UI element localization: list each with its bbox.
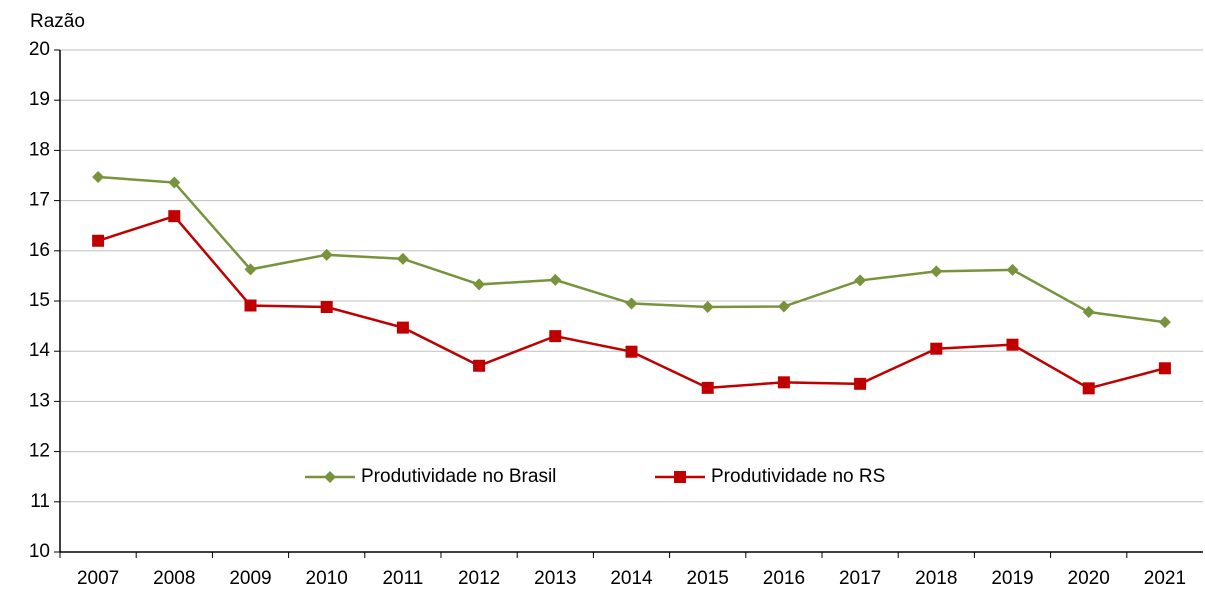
y-tick-label: 18 xyxy=(29,139,50,160)
point xyxy=(92,171,105,184)
y-tick-label: 15 xyxy=(29,290,50,311)
point xyxy=(168,210,181,223)
point xyxy=(854,274,867,287)
y-tick-label: 14 xyxy=(29,340,51,361)
x-tick-label: 2020 xyxy=(1068,568,1110,589)
x-tick-label: 2012 xyxy=(458,568,500,589)
point xyxy=(1082,382,1095,395)
x-tick-label: 2007 xyxy=(77,568,119,589)
point xyxy=(320,248,333,261)
point xyxy=(244,299,257,312)
y-tick-label: 19 xyxy=(29,89,50,110)
point xyxy=(473,359,486,372)
point xyxy=(1006,338,1019,351)
y-tick-label: 13 xyxy=(29,390,50,411)
point xyxy=(930,342,943,355)
point xyxy=(320,301,333,314)
point xyxy=(625,345,638,358)
y-tick-label: 11 xyxy=(30,491,50,512)
x-tick-label: 2015 xyxy=(687,568,729,589)
x-tick-label: 2021 xyxy=(1144,568,1186,589)
legend-label: Produtividade no RS xyxy=(711,466,885,487)
point xyxy=(92,234,105,247)
y-tick-label: 20 xyxy=(29,39,50,60)
point xyxy=(473,278,486,291)
point xyxy=(549,330,562,343)
point xyxy=(1082,306,1095,319)
point xyxy=(777,376,790,389)
x-tick-label: 2009 xyxy=(229,568,271,589)
point xyxy=(396,252,409,265)
point xyxy=(701,301,714,314)
point xyxy=(396,321,409,334)
x-tick-label: 2013 xyxy=(534,568,576,589)
y-tick-label: 12 xyxy=(29,441,50,462)
x-tick-label: 2008 xyxy=(153,568,195,589)
y-tick-label: 16 xyxy=(29,240,50,261)
point xyxy=(244,263,257,276)
y-axis-label: Razão xyxy=(30,11,85,32)
y-tick-label: 17 xyxy=(29,190,50,211)
legend-label: Produtividade no Brasil xyxy=(361,466,556,487)
x-tick-label: 2011 xyxy=(382,568,423,589)
point xyxy=(549,273,562,286)
point xyxy=(930,265,943,278)
point xyxy=(625,297,638,310)
y-tick-label: 10 xyxy=(29,541,50,562)
legend-marker xyxy=(674,471,686,483)
legend-marker xyxy=(324,471,336,483)
x-tick-label: 2019 xyxy=(991,568,1033,589)
point xyxy=(854,377,867,390)
x-tick-label: 2014 xyxy=(610,568,653,589)
x-tick-label: 2018 xyxy=(915,568,957,589)
point xyxy=(1158,362,1171,375)
point xyxy=(168,176,181,189)
point xyxy=(1158,316,1171,329)
x-tick-label: 2010 xyxy=(306,568,348,589)
x-tick-label: 2017 xyxy=(839,568,881,589)
point xyxy=(701,381,714,394)
point xyxy=(777,300,790,313)
x-tick-label: 2016 xyxy=(763,568,805,589)
point xyxy=(1006,263,1019,276)
